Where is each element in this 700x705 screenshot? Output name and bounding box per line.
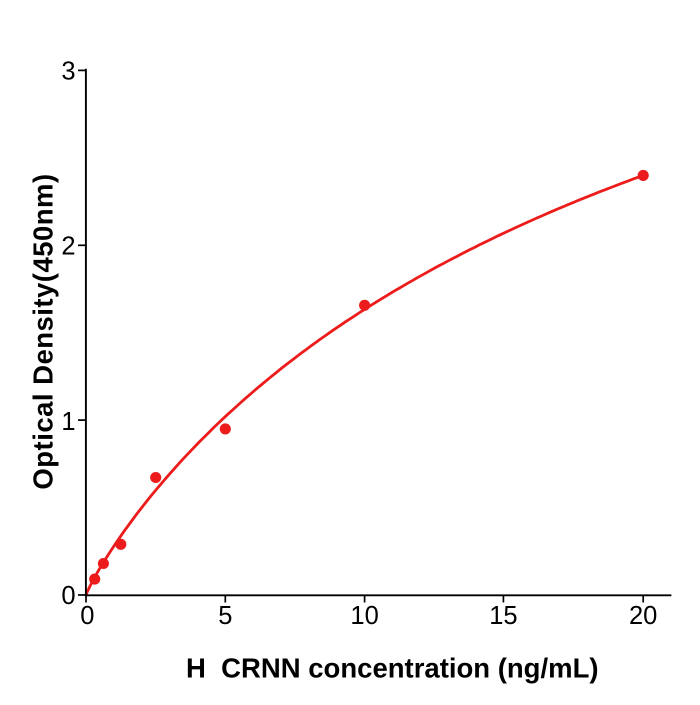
svg-text:H CRNN concentration (ng/mL): H CRNN concentration (ng/mL) (186, 653, 599, 684)
svg-text:20: 20 (629, 602, 657, 630)
svg-text:15: 15 (489, 602, 517, 630)
svg-text:5: 5 (218, 602, 232, 630)
svg-text:10: 10 (350, 602, 378, 630)
svg-text:3: 3 (61, 57, 75, 85)
svg-text:Optical Density(450nm): Optical Density(450nm) (28, 173, 59, 489)
svg-text:1: 1 (61, 408, 75, 436)
svg-text:2: 2 (61, 233, 75, 261)
svg-text:0: 0 (80, 602, 94, 630)
svg-text:0: 0 (61, 582, 75, 610)
